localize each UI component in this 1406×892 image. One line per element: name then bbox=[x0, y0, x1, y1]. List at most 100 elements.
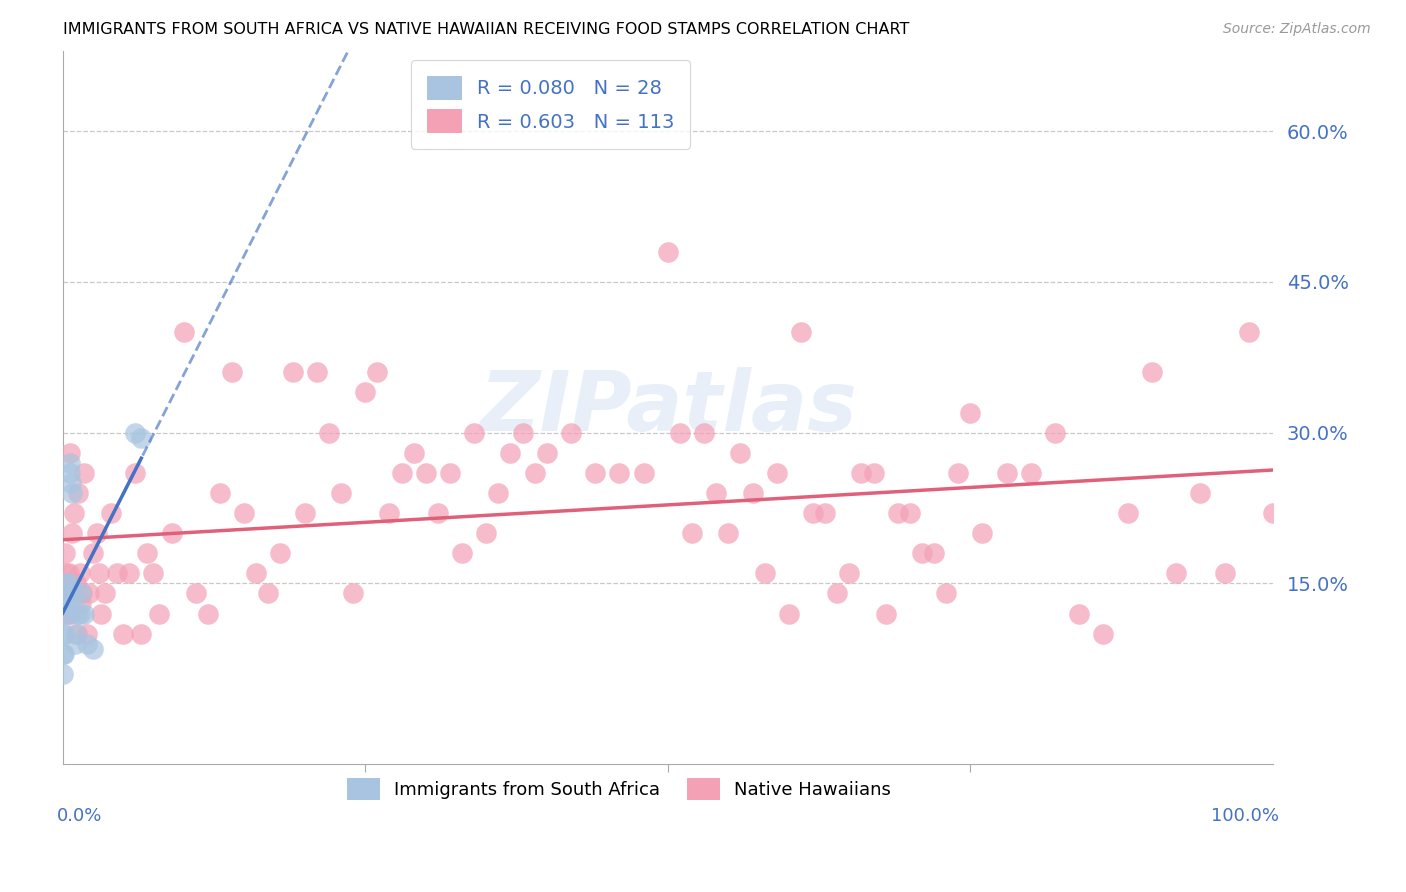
Point bbox=[52, 576, 75, 591]
Point bbox=[60, 526, 83, 541]
Point bbox=[922, 546, 945, 560]
Point bbox=[257, 586, 280, 600]
Point bbox=[52, 647, 75, 661]
Point bbox=[1164, 566, 1187, 581]
Point bbox=[118, 566, 141, 581]
Point bbox=[269, 546, 291, 560]
Text: IMMIGRANTS FROM SOUTH AFRICA VS NATIVE HAWAIIAN RECEIVING FOOD STAMPS CORRELATIO: IMMIGRANTS FROM SOUTH AFRICA VS NATIVE H… bbox=[63, 22, 910, 37]
Point bbox=[100, 506, 122, 520]
Point bbox=[69, 586, 91, 600]
Point bbox=[633, 466, 655, 480]
Point bbox=[391, 466, 413, 480]
Point bbox=[681, 526, 703, 541]
Point bbox=[366, 365, 388, 379]
Point bbox=[233, 506, 256, 520]
Point bbox=[94, 586, 117, 600]
Point bbox=[354, 385, 377, 400]
Point bbox=[1140, 365, 1163, 379]
Point bbox=[221, 365, 243, 379]
Point bbox=[426, 506, 449, 520]
Point bbox=[451, 546, 474, 560]
Point bbox=[512, 425, 534, 440]
Point bbox=[82, 546, 104, 560]
Point bbox=[86, 526, 108, 541]
Point bbox=[741, 486, 763, 500]
Text: ZIPatlas: ZIPatlas bbox=[479, 367, 856, 448]
Point bbox=[63, 637, 86, 651]
Point bbox=[56, 586, 79, 600]
Point bbox=[53, 546, 76, 560]
Point bbox=[69, 597, 91, 611]
Point bbox=[935, 586, 957, 600]
Point bbox=[67, 486, 90, 500]
Point bbox=[1069, 607, 1091, 621]
Point bbox=[1189, 486, 1212, 500]
Point bbox=[609, 466, 631, 480]
Point bbox=[59, 446, 82, 460]
Point bbox=[730, 446, 752, 460]
Point bbox=[1261, 506, 1284, 520]
Point bbox=[60, 486, 83, 500]
Point bbox=[583, 466, 606, 480]
Point bbox=[1213, 566, 1236, 581]
Point bbox=[475, 526, 498, 541]
Point bbox=[911, 546, 934, 560]
Point bbox=[136, 546, 159, 560]
Point bbox=[959, 405, 981, 419]
Point bbox=[56, 586, 79, 600]
Point bbox=[60, 475, 83, 490]
Point bbox=[160, 526, 183, 541]
Text: Source: ZipAtlas.com: Source: ZipAtlas.com bbox=[1223, 22, 1371, 37]
Point bbox=[862, 466, 884, 480]
Point bbox=[499, 446, 522, 460]
Point bbox=[90, 607, 112, 621]
Point bbox=[58, 576, 80, 591]
Point bbox=[294, 506, 316, 520]
Point bbox=[52, 666, 75, 681]
Point bbox=[330, 486, 353, 500]
Point bbox=[305, 365, 328, 379]
Point bbox=[1019, 466, 1042, 480]
Point bbox=[778, 607, 800, 621]
Point bbox=[62, 586, 84, 600]
Point bbox=[669, 425, 692, 440]
Point bbox=[657, 244, 679, 259]
Point bbox=[55, 597, 77, 611]
Point bbox=[281, 365, 304, 379]
Point bbox=[105, 566, 128, 581]
Point bbox=[55, 566, 77, 581]
Point bbox=[58, 597, 80, 611]
Point bbox=[245, 566, 267, 581]
Legend: Immigrants from South Africa, Native Hawaiians: Immigrants from South Africa, Native Haw… bbox=[339, 769, 900, 809]
Point bbox=[65, 626, 87, 640]
Point bbox=[124, 466, 146, 480]
Point bbox=[825, 586, 848, 600]
Point bbox=[66, 626, 89, 640]
Point bbox=[318, 425, 340, 440]
Point bbox=[52, 607, 75, 621]
Point bbox=[112, 626, 135, 640]
Point bbox=[887, 506, 910, 520]
Point bbox=[536, 446, 558, 460]
Point bbox=[65, 576, 87, 591]
Point bbox=[87, 566, 110, 581]
Point bbox=[58, 566, 80, 581]
Point bbox=[717, 526, 740, 541]
Point bbox=[148, 607, 170, 621]
Point bbox=[995, 466, 1018, 480]
Point bbox=[801, 506, 824, 520]
Point bbox=[378, 506, 401, 520]
Point bbox=[129, 626, 152, 640]
Point bbox=[73, 466, 96, 480]
Point bbox=[53, 586, 76, 600]
Point bbox=[972, 526, 994, 541]
Point bbox=[76, 626, 98, 640]
Point bbox=[1116, 506, 1139, 520]
Point bbox=[693, 425, 716, 440]
Point bbox=[55, 576, 77, 591]
Point bbox=[82, 641, 104, 656]
Point bbox=[69, 566, 91, 581]
Point bbox=[948, 466, 970, 480]
Point bbox=[1043, 425, 1066, 440]
Point bbox=[52, 626, 75, 640]
